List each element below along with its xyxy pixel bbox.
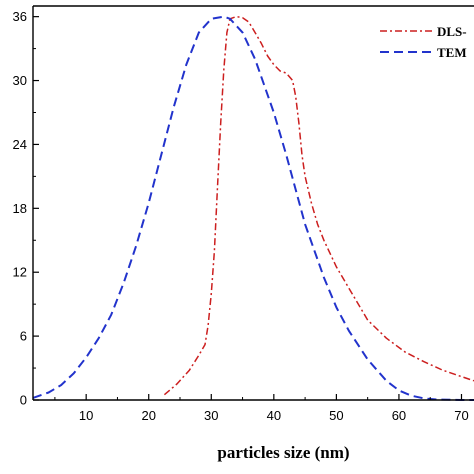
x-tick-label: 60 [392, 408, 406, 423]
legend-label-tem: TEM [437, 45, 467, 60]
x-tick-label: 30 [204, 408, 218, 423]
y-tick-labels: 0 6 12 18 24 30 36 [13, 9, 27, 407]
x-tick-label: 20 [141, 408, 155, 423]
axes [32, 5, 474, 401]
y-tick-label: 12 [13, 265, 27, 280]
legend-label-dls: DLS- [437, 24, 467, 39]
x-axis-title: particles size (nm) [217, 443, 349, 462]
series-line-dls [163, 15, 474, 396]
x-tick-label: 50 [329, 408, 343, 423]
plot-lines [32, 15, 474, 401]
y-tick-label: 30 [13, 73, 27, 88]
y-tick-label: 18 [13, 201, 27, 216]
x-tick-label: 10 [79, 408, 93, 423]
y-tick-label: 24 [13, 137, 27, 152]
x-tick-labels: 10 20 30 40 50 60 70 [79, 408, 469, 423]
x-tick-label: 70 [454, 408, 468, 423]
x-tick-label: 40 [267, 408, 281, 423]
y-tick-label: 0 [20, 393, 27, 408]
y-tick-label: 36 [13, 9, 27, 24]
legend: DLS- TEM [380, 24, 467, 60]
series-line-tem [32, 15, 474, 401]
y-tick-label: 6 [20, 329, 27, 344]
